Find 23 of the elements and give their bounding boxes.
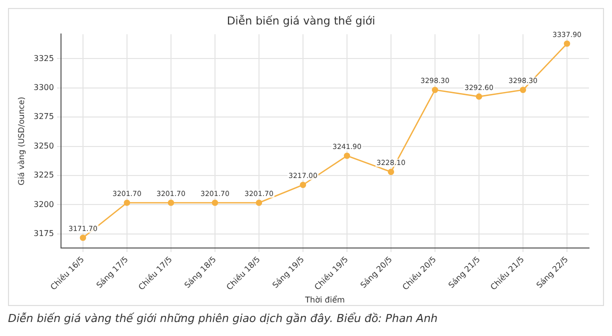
point: [168, 200, 174, 206]
point: [256, 200, 262, 206]
point: [344, 152, 350, 159]
y-tick-label: 3200: [34, 200, 54, 209]
point: [476, 93, 482, 100]
y-tick-label: 3225: [34, 170, 54, 180]
y-tick-label: 3325: [34, 54, 54, 63]
point: [300, 182, 306, 188]
point: [432, 86, 438, 94]
chart-title: Diễn biến giá vàng thế giới: [226, 14, 376, 28]
point: [124, 200, 130, 206]
y-tick-label: 3175: [34, 229, 54, 238]
text: Diễn biến giá vàng thế giới những phiên giao dịch gần đây. Biểu đồ: Phan Anh: [8, 312, 439, 325]
x-axis-title: Thời điểm: [304, 295, 345, 304]
y-tick-label: 3300: [34, 83, 54, 92]
point: [212, 200, 218, 206]
y-axis-title: Giá vàng (USD/ounce): [16, 96, 26, 186]
point: [80, 234, 86, 241]
point: [388, 168, 394, 176]
point: [564, 40, 570, 47]
point: [520, 86, 526, 94]
y-tick-label: 3250: [34, 141, 54, 150]
y-tick-label: 3275: [34, 112, 54, 122]
